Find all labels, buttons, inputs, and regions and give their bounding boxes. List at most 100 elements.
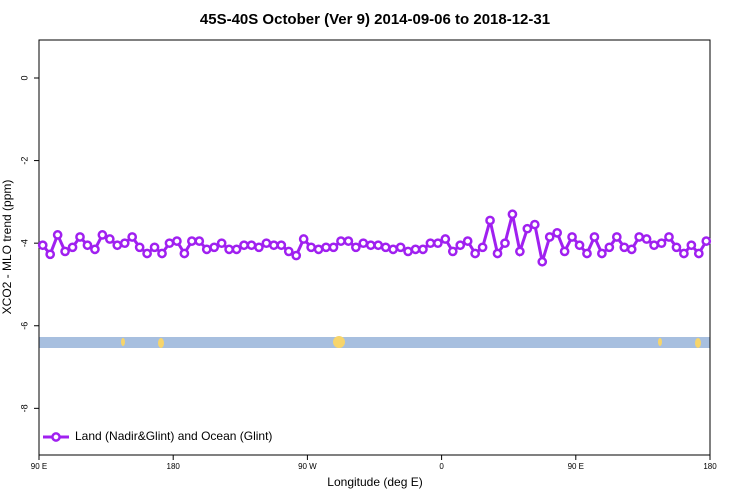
point — [440, 234, 451, 244]
point — [544, 232, 555, 242]
point — [365, 240, 376, 251]
point — [104, 234, 115, 244]
y-axis-label: XCO2 - MLO trend (ppm) — [0, 180, 14, 315]
point — [462, 236, 473, 246]
point — [75, 232, 85, 242]
land-patch — [158, 338, 164, 348]
point — [380, 242, 391, 253]
point — [67, 242, 78, 253]
land-patch — [333, 336, 345, 348]
point — [559, 246, 570, 257]
point — [351, 242, 361, 253]
x-tick-label: 90 W — [298, 462, 317, 471]
land-patch — [658, 338, 662, 346]
point — [142, 248, 152, 259]
point — [119, 238, 130, 249]
point — [358, 238, 369, 249]
point — [231, 244, 242, 255]
point — [164, 238, 175, 249]
point — [433, 238, 443, 249]
point — [112, 240, 123, 251]
point — [656, 238, 667, 249]
point — [447, 246, 458, 257]
point — [313, 244, 324, 255]
point — [201, 244, 212, 255]
point — [574, 240, 585, 251]
x-tick-label: 90 E — [568, 462, 584, 471]
legend-marker — [51, 432, 61, 442]
point — [455, 240, 466, 251]
chart-title: 45S-40S October (Ver 9) 2014-09-06 to 20… — [200, 11, 550, 28]
point — [246, 240, 257, 251]
ocean-strip — [39, 337, 710, 348]
point — [418, 244, 428, 255]
point — [269, 240, 279, 251]
point — [686, 240, 697, 251]
point — [388, 244, 398, 255]
point — [283, 246, 294, 257]
point — [604, 242, 615, 253]
point — [321, 242, 331, 253]
point — [507, 209, 518, 220]
point — [194, 236, 205, 246]
point — [552, 227, 563, 238]
point — [522, 223, 533, 234]
point — [701, 236, 712, 246]
x-tick-label: 90 E — [31, 462, 47, 471]
point — [149, 242, 160, 253]
point — [127, 232, 138, 242]
point — [45, 249, 56, 260]
x-tick-label: 0 — [439, 462, 444, 471]
point — [134, 242, 145, 253]
point — [291, 250, 302, 261]
point — [186, 236, 197, 246]
point — [276, 240, 287, 251]
point — [239, 240, 249, 251]
point — [403, 246, 413, 257]
y-tick-label: 0 — [19, 75, 29, 80]
point — [343, 236, 354, 246]
point — [634, 232, 645, 242]
point — [82, 240, 93, 251]
point — [90, 244, 100, 255]
point — [60, 246, 70, 257]
point — [529, 219, 540, 230]
x-tick-label: 180 — [167, 462, 181, 471]
point — [485, 215, 495, 226]
point — [500, 238, 510, 249]
point — [567, 232, 577, 242]
point — [425, 238, 436, 249]
y-tick-label: -2 — [19, 157, 29, 165]
point — [336, 236, 346, 246]
point — [582, 248, 592, 259]
point — [298, 234, 309, 244]
land-ocean-strip — [39, 336, 710, 348]
point — [254, 242, 264, 253]
point — [693, 248, 704, 259]
point — [52, 230, 63, 240]
point — [172, 236, 182, 246]
point — [477, 242, 488, 253]
x-axis-label: Longitude (deg E) — [327, 475, 422, 489]
point — [671, 242, 682, 253]
point — [395, 242, 406, 253]
point — [373, 240, 384, 251]
land-patch — [121, 338, 125, 346]
point — [537, 256, 548, 267]
point — [410, 244, 421, 255]
point — [209, 242, 220, 253]
point — [224, 244, 234, 255]
point — [619, 242, 630, 253]
point — [157, 248, 167, 259]
point — [649, 240, 659, 251]
x-tick-label: 180 — [703, 462, 717, 471]
point — [261, 238, 272, 249]
point — [515, 246, 525, 257]
point — [179, 248, 190, 259]
point — [641, 234, 652, 244]
y-tick-label: -6 — [19, 322, 29, 330]
point — [306, 242, 316, 253]
point — [611, 232, 622, 242]
